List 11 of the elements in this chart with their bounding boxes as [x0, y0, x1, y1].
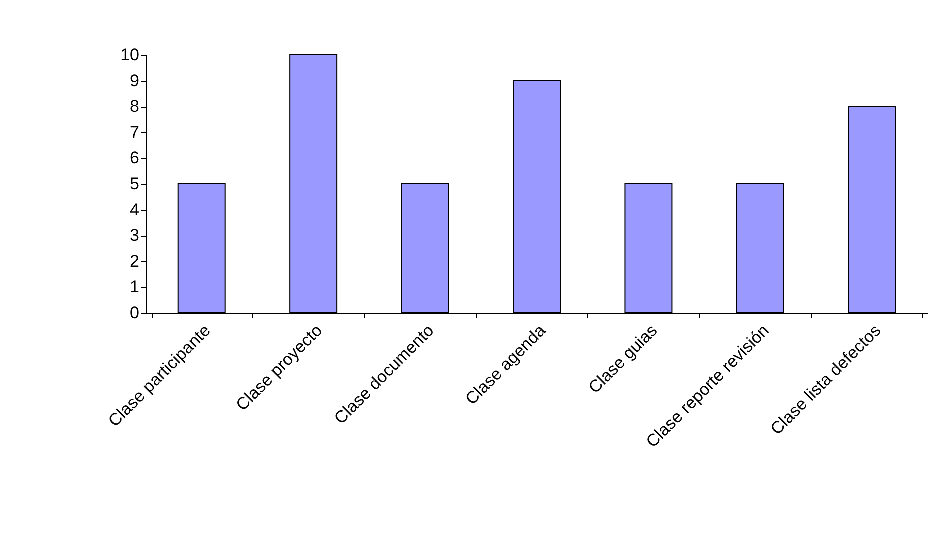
y-tick-label: 2	[130, 252, 140, 271]
y-tick-label: 9	[130, 71, 140, 90]
y-tick-label: 8	[130, 97, 140, 116]
y-tick-label: 10	[120, 46, 140, 64]
y-tick-label: 6	[130, 148, 140, 168]
y-tick-label: 7	[130, 122, 140, 142]
y-tick-label: 5	[130, 174, 140, 194]
y-tick-label: 3	[130, 226, 140, 246]
y-tick-label: 4	[130, 200, 140, 220]
y-tick-label: 0	[130, 304, 140, 322]
y-tick-label: 1	[130, 278, 140, 297]
